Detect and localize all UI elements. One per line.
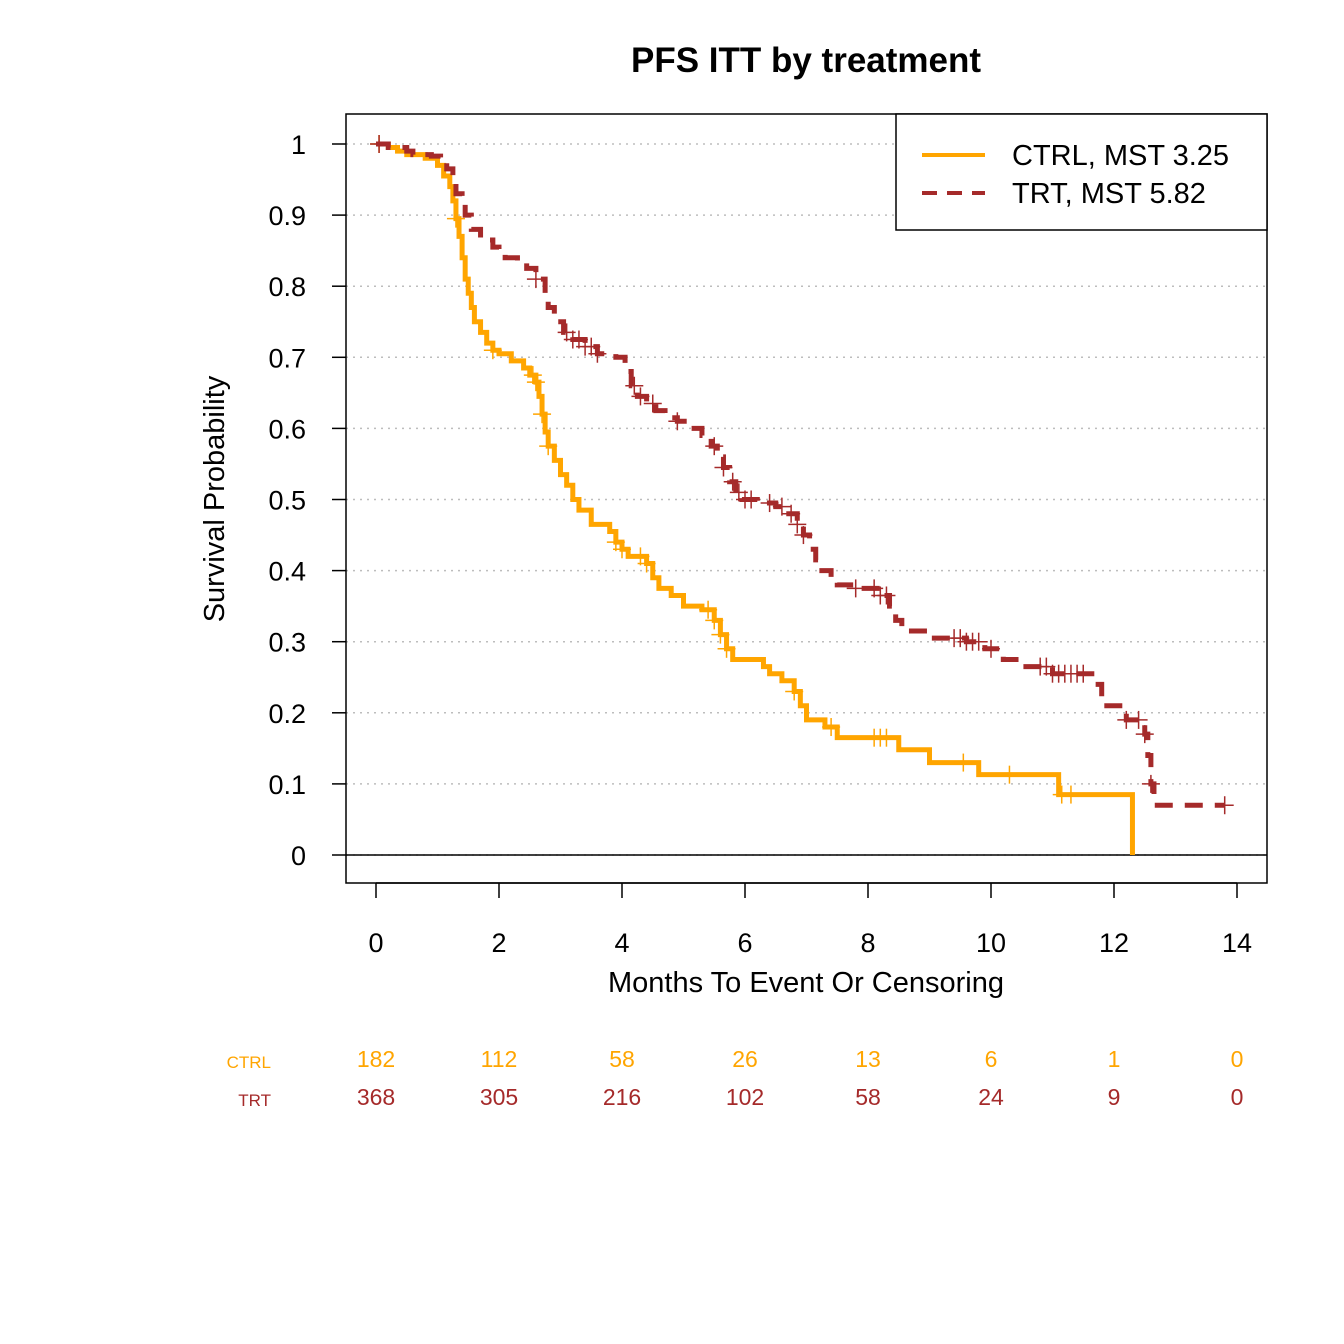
risk-count: 24 [978, 1084, 1004, 1110]
censor-mark-trt [1141, 774, 1160, 793]
y-tick-label: 0.9 [268, 201, 306, 231]
risk-count: 368 [357, 1084, 395, 1110]
censor-mark-trt [625, 376, 644, 395]
censor-mark-ctrl [877, 728, 896, 747]
censor-mark-trt [982, 639, 1000, 658]
risk-count: 216 [603, 1084, 641, 1110]
censor-mark-ctrl [705, 611, 724, 630]
censor-mark-trt [794, 526, 813, 545]
censor-mark-ctrl [1061, 785, 1080, 804]
legend: CTRL, MST 3.25 TRT, MST 5.82 [895, 113, 1268, 231]
censor-mark-trt [370, 135, 389, 153]
censor-mark-trt [772, 497, 791, 516]
axes: 00.10.20.30.40.50.60.70.80.910 2 4 6 8 10 12 14 [268, 113, 1268, 958]
censor-mark-trt [588, 344, 607, 363]
risk-count: 26 [732, 1046, 758, 1072]
censor-mark-ctrl [533, 405, 552, 424]
censor-mark-ctrl [717, 639, 736, 658]
censor-mark-trt [643, 394, 662, 413]
x-tick-label: 10 [976, 928, 1006, 958]
censor-mark-trt [714, 458, 733, 477]
y-tick-label: 0.4 [268, 557, 306, 587]
censor-mark-trt [1129, 710, 1148, 729]
x-axis-label: Months To Event Or Censoring [608, 967, 1004, 999]
censor-mark-trt [705, 437, 724, 456]
y-tick-label: 0.6 [268, 414, 306, 444]
y-tick-label: 0.5 [268, 486, 306, 516]
censor-mark-trt [668, 412, 687, 431]
risk-count: 9 [1108, 1084, 1121, 1110]
chart-title: PFS ITT by treatment [631, 41, 981, 80]
censor-mark-ctrl [483, 341, 502, 360]
y-tick-label: 0.2 [268, 699, 306, 729]
risk-count: 112 [481, 1046, 518, 1072]
censor-mark-trt [760, 494, 779, 513]
y-tick-label: 1 [291, 130, 306, 160]
censor-mark-trt [846, 579, 865, 598]
censor-mark-ctrl [446, 209, 465, 228]
censor-mark-trt [1215, 796, 1234, 815]
legend-label: TRT, MST 5.82 [1012, 178, 1206, 210]
x-tick-label: 0 [368, 928, 383, 958]
censor-mark-ctrl [822, 718, 841, 737]
censor-mark-trt [526, 270, 545, 289]
legend-label: CTRL, MST 3.25 [1012, 140, 1229, 172]
censor-mark-ctrl [711, 625, 730, 644]
censor-mark-trt [782, 504, 801, 523]
x-tick-label: 14 [1222, 928, 1252, 958]
censor-mark-ctrl [526, 373, 545, 392]
risk-table: CTRL 182 112 58 26 13 6 1 0 TRT 368 305 216 102 58 24 9 0 [227, 1046, 1244, 1110]
risk-row-label: TRT [238, 1091, 271, 1110]
censor-mark-trt [877, 586, 896, 605]
censor-mark-trt [631, 387, 650, 406]
risk-count: 0 [1231, 1084, 1244, 1110]
series-line-ctrl [376, 141, 1135, 855]
censor-mark-ctrl [785, 682, 804, 701]
censor-mark-trt [742, 490, 761, 509]
risk-count: 13 [855, 1046, 881, 1072]
x-tick-label: 12 [1099, 928, 1129, 958]
y-tick-label: 0.8 [268, 272, 306, 302]
x-tick-label: 2 [491, 928, 506, 958]
x-tick-label: 4 [614, 928, 629, 958]
risk-count: 0 [1231, 1046, 1244, 1072]
censor-mark-trt [723, 472, 742, 491]
risk-count: 102 [726, 1084, 764, 1110]
risk-count: 6 [985, 1046, 998, 1072]
legend-box [895, 113, 1268, 231]
censor-mark-trt [969, 632, 988, 651]
censor-mark-ctrl [1000, 765, 1019, 784]
risk-count: 182 [357, 1046, 395, 1072]
x-tick-label: 6 [737, 928, 752, 958]
risk-count: 58 [855, 1084, 881, 1110]
censor-mark-ctrl [539, 437, 558, 456]
censor-mark-ctrl [954, 753, 973, 772]
x-tick-label: 8 [860, 928, 875, 958]
censor-mark-ctrl [523, 366, 542, 385]
y-axis-label: Survival Probability [199, 375, 231, 622]
censor-mark-ctrl [699, 600, 718, 619]
y-tick-label: 0.1 [268, 770, 306, 800]
risk-count: 58 [609, 1046, 635, 1072]
risk-count: 305 [480, 1084, 518, 1110]
censor-mark-trt [1135, 725, 1154, 744]
y-tick-label: 0.3 [268, 628, 306, 658]
risk-row-label: CTRL [227, 1053, 271, 1072]
y-tick-label: 0.7 [268, 343, 306, 373]
censor-mark-trt [788, 515, 807, 534]
censor-mark-trt [1074, 664, 1093, 683]
risk-count: 1 [1108, 1046, 1121, 1072]
y-tick-label: 0 [291, 841, 306, 871]
censor-mark-ctrl [613, 540, 631, 559]
plot-area [346, 135, 1267, 856]
censor-mark-ctrl [637, 554, 656, 573]
